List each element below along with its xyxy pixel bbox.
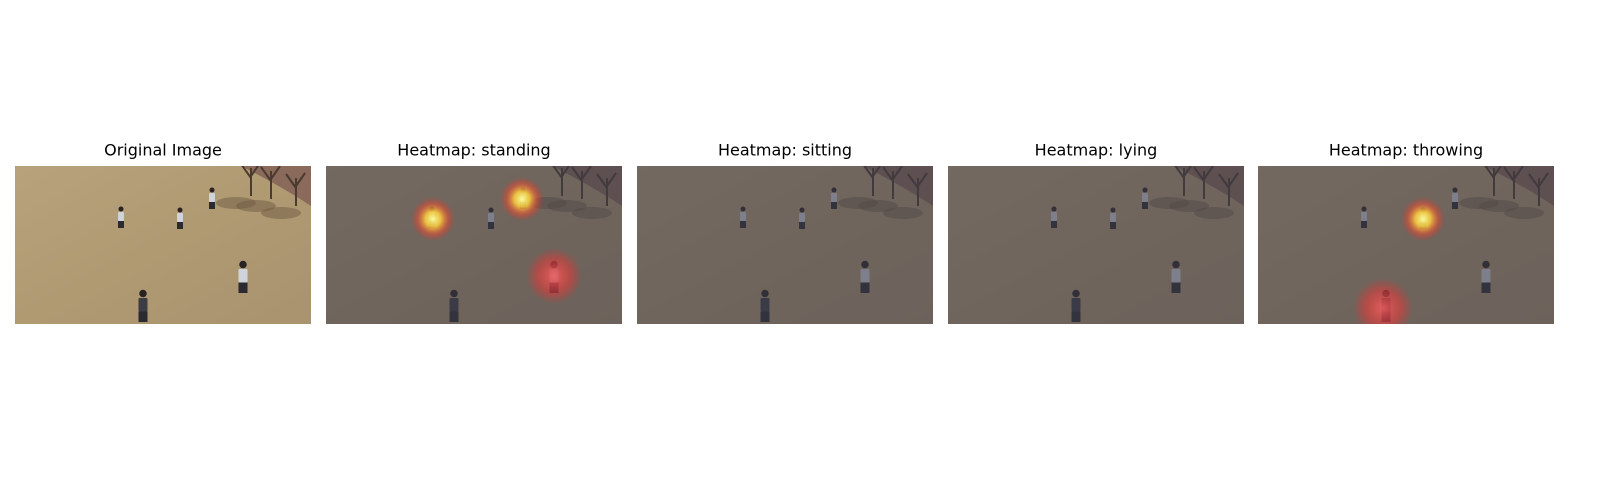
overlay [948, 166, 1244, 324]
person-legs [238, 282, 248, 293]
panel-title: Heatmap: lying [1035, 141, 1158, 160]
person-head [139, 289, 147, 298]
panel-image [637, 166, 933, 324]
image-content [637, 166, 933, 324]
panel-image [326, 166, 622, 324]
panel-image [948, 166, 1244, 324]
panel-image [1258, 166, 1554, 324]
panel-title: Heatmap: standing [397, 141, 550, 160]
person-body [238, 269, 248, 283]
tree [241, 166, 260, 196]
person-legs [209, 202, 215, 209]
panels: Original Image Heatmap: standing Heatmap: … [15, 141, 1554, 324]
person-head [209, 187, 215, 193]
person-legs [118, 221, 124, 228]
person-body [209, 193, 215, 202]
image-content [326, 166, 622, 324]
path-edge [241, 166, 311, 206]
tree-shadow [216, 197, 256, 209]
panel-title: Heatmap: sitting [718, 141, 852, 160]
panel-title: Original Image [104, 141, 222, 160]
ground [15, 166, 311, 324]
overlay [326, 166, 622, 324]
panel-title: Heatmap: throwing [1329, 141, 1483, 160]
image-content [1258, 166, 1554, 324]
person-head [118, 206, 124, 212]
person-body [118, 212, 124, 221]
image-content [948, 166, 1244, 324]
panel-image [15, 166, 311, 324]
image-content [15, 166, 311, 324]
heat-blob [526, 248, 582, 304]
tree [260, 166, 281, 199]
overlay [637, 166, 933, 324]
heat-blob [1401, 197, 1445, 241]
person-body [177, 213, 183, 222]
person-body [138, 298, 148, 312]
person-legs [177, 222, 183, 229]
tree [285, 172, 306, 206]
person-head [177, 207, 183, 213]
heat-blob [1353, 278, 1413, 324]
person-legs [138, 311, 148, 322]
person-head [239, 260, 247, 269]
heat-blob [500, 177, 544, 221]
heat-blob [411, 197, 455, 241]
tree-shadow [261, 207, 301, 219]
